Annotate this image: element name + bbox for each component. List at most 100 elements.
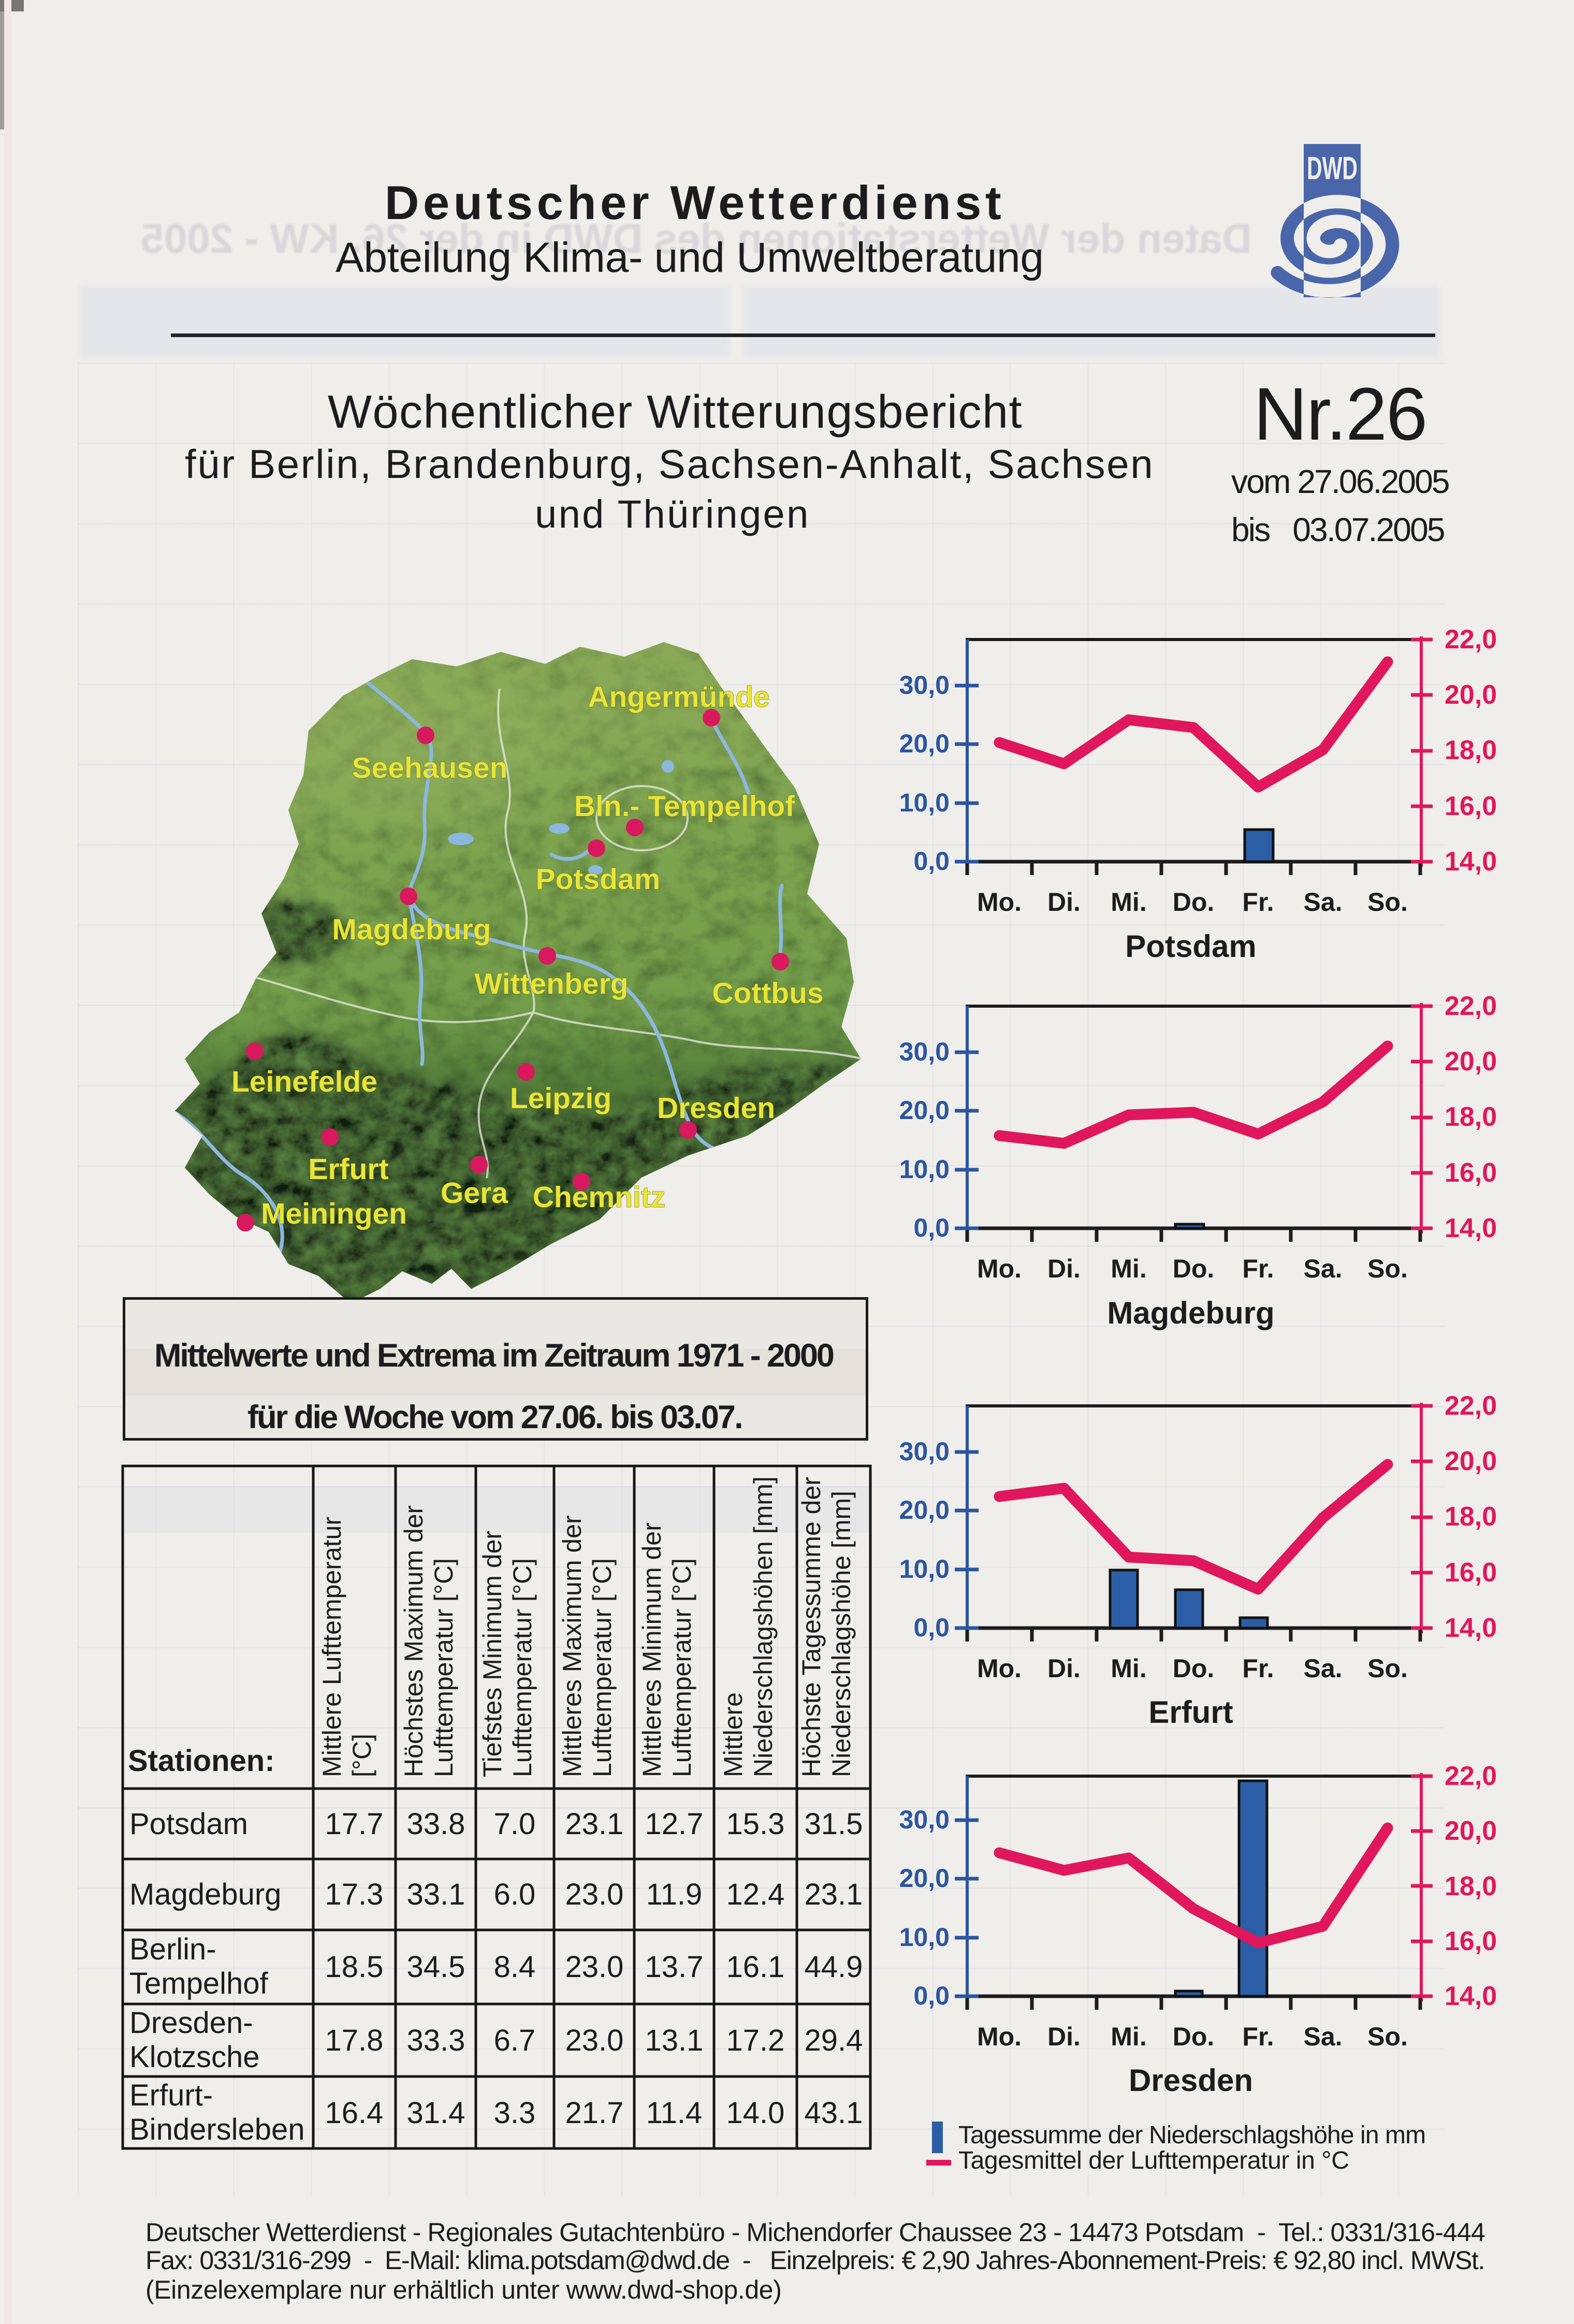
svg-text:30,0: 30,0 — [899, 671, 950, 700]
svg-text:Mi.: Mi. — [1111, 1254, 1146, 1283]
svg-text:Leipzig: Leipzig — [510, 1082, 611, 1115]
svg-text:11.9: 11.9 — [646, 1878, 703, 1911]
svg-text:Erfurt: Erfurt — [1148, 1695, 1233, 1730]
svg-text:Mittleres Maximum der: Mittleres Maximum der — [558, 1515, 587, 1777]
svg-text:23.1: 23.1 — [805, 1878, 863, 1911]
svg-text:Lufttemperatur [°C]: Lufttemperatur [°C] — [429, 1558, 458, 1777]
svg-text:0,0: 0,0 — [913, 1613, 950, 1642]
svg-text:14,0: 14,0 — [1445, 1213, 1497, 1243]
svg-text:Magdeburg: Magdeburg — [332, 913, 491, 946]
svg-text:16,0: 16,0 — [1445, 1158, 1497, 1188]
svg-text:18,0: 18,0 — [1445, 1871, 1497, 1901]
svg-text:Mi.: Mi. — [1111, 2022, 1146, 2051]
svg-text:22,0: 22,0 — [1445, 991, 1497, 1021]
svg-text:Erfurt-: Erfurt- — [129, 2079, 213, 2112]
svg-text:31.4: 31.4 — [407, 2096, 465, 2130]
svg-text:20,0: 20,0 — [1445, 1047, 1497, 1077]
svg-text:14,0: 14,0 — [1445, 847, 1497, 877]
svg-text:Höchstes Maximum der: Höchstes Maximum der — [399, 1505, 428, 1777]
svg-text:30,0: 30,0 — [899, 1437, 950, 1466]
svg-text:Fr.: Fr. — [1242, 888, 1274, 917]
svg-text:Tiefstes Minimum der: Tiefstes Minimum der — [478, 1531, 507, 1777]
svg-text:29.4: 29.4 — [805, 2024, 863, 2057]
svg-text:Chemnitz: Chemnitz — [533, 1181, 666, 1214]
svg-text:17.8: 17.8 — [325, 2024, 384, 2057]
svg-text:Potsdam: Potsdam — [129, 1807, 248, 1841]
svg-text:18,0: 18,0 — [1445, 1102, 1497, 1132]
svg-text:18,0: 18,0 — [1445, 735, 1497, 765]
svg-text:Magdeburg: Magdeburg — [129, 1878, 281, 1911]
svg-text:22,0: 22,0 — [1445, 624, 1497, 655]
svg-text:20,0: 20,0 — [899, 1495, 950, 1524]
svg-text:Fr.: Fr. — [1242, 1254, 1274, 1283]
svg-text:Leinefelde: Leinefelde — [231, 1065, 377, 1098]
svg-text:15.3: 15.3 — [726, 1807, 785, 1841]
svg-text:Potsdam: Potsdam — [536, 863, 661, 896]
svg-text:18.5: 18.5 — [325, 1950, 384, 1984]
svg-text:16.1: 16.1 — [726, 1950, 785, 1984]
svg-text:[°C]: [°C] — [347, 1734, 376, 1777]
svg-text:30,0: 30,0 — [899, 1037, 950, 1066]
svg-text:Di.: Di. — [1047, 888, 1081, 917]
svg-text:10,0: 10,0 — [899, 1155, 950, 1184]
svg-text:16.4: 16.4 — [325, 2096, 384, 2130]
svg-text:8.4: 8.4 — [494, 1950, 536, 1984]
svg-text:34.5: 34.5 — [407, 1950, 465, 1984]
svg-text:13.1: 13.1 — [645, 2024, 704, 2057]
svg-text:20,0: 20,0 — [899, 1864, 950, 1893]
svg-text:Potsdam: Potsdam — [1125, 929, 1256, 964]
svg-text:Lufttemperatur [°C]: Lufttemperatur [°C] — [667, 1558, 696, 1777]
svg-text:10,0: 10,0 — [899, 1555, 950, 1584]
svg-text:16,0: 16,0 — [1445, 1558, 1497, 1588]
svg-text:Sa.: Sa. — [1303, 888, 1342, 917]
svg-text:21.7: 21.7 — [565, 2096, 624, 2130]
svg-text:Mi.: Mi. — [1111, 888, 1146, 917]
svg-text:Niederschlagshöhen [mm]: Niederschlagshöhen [mm] — [749, 1476, 778, 1777]
svg-text:10,0: 10,0 — [899, 788, 950, 817]
svg-text:23.0: 23.0 — [565, 1878, 624, 1911]
svg-text:17.3: 17.3 — [325, 1878, 384, 1911]
svg-text:14,0: 14,0 — [1445, 1981, 1497, 2011]
svg-text:33.3: 33.3 — [407, 2024, 465, 2057]
svg-text:Bindersleben: Bindersleben — [129, 2113, 305, 2146]
svg-text:17.2: 17.2 — [726, 2024, 785, 2057]
svg-text:14,0: 14,0 — [1445, 1613, 1497, 1643]
svg-text:Di.: Di. — [1047, 1254, 1081, 1283]
svg-text:43.1: 43.1 — [805, 2096, 863, 2130]
svg-text:Niederschlagshöhe [mm]: Niederschlagshöhe [mm] — [827, 1491, 856, 1777]
svg-text:Di.: Di. — [1047, 2022, 1081, 2051]
svg-text:Mo.: Mo. — [977, 888, 1022, 917]
svg-text:Do.: Do. — [1173, 2022, 1215, 2051]
svg-text:33.1: 33.1 — [407, 1878, 465, 1911]
svg-text:16,0: 16,0 — [1445, 791, 1497, 821]
svg-text:23.1: 23.1 — [565, 1807, 624, 1841]
svg-text:22,0: 22,0 — [1445, 1761, 1497, 1791]
svg-text:Do.: Do. — [1173, 1254, 1215, 1283]
svg-text:Angermünde: Angermünde — [588, 680, 770, 714]
svg-text:20,0: 20,0 — [1445, 1446, 1497, 1476]
svg-text:Sa.: Sa. — [1303, 1654, 1342, 1683]
svg-text:20,0: 20,0 — [1445, 680, 1497, 710]
svg-text:Fr.: Fr. — [1242, 2022, 1274, 2051]
svg-text:Klotzsche: Klotzsche — [129, 2040, 259, 2074]
svg-text:So.: So. — [1367, 888, 1408, 917]
svg-text:44.9: 44.9 — [805, 1950, 863, 1984]
svg-text:DWD: DWD — [1307, 151, 1358, 186]
svg-text:Dresden: Dresden — [657, 1092, 775, 1125]
svg-text:Bln.- Tempelhof: Bln.- Tempelhof — [574, 790, 795, 823]
svg-text:Stationen:: Stationen: — [128, 1744, 275, 1778]
svg-text:Do.: Do. — [1173, 888, 1215, 917]
svg-text:Erfurt: Erfurt — [308, 1153, 388, 1186]
svg-text:11.4: 11.4 — [646, 2096, 703, 2130]
svg-text:Gera: Gera — [441, 1176, 508, 1210]
svg-text:Lufttemperatur [°C]: Lufttemperatur [°C] — [588, 1558, 617, 1777]
svg-text:20,0: 20,0 — [899, 729, 950, 758]
svg-text:0,0: 0,0 — [913, 1981, 950, 2010]
svg-text:Mo.: Mo. — [977, 1254, 1022, 1283]
svg-text:18,0: 18,0 — [1445, 1502, 1497, 1532]
svg-text:So.: So. — [1367, 2022, 1408, 2051]
svg-text:Berlin-: Berlin- — [129, 1933, 216, 1966]
svg-text:23.0: 23.0 — [565, 1950, 624, 1984]
svg-text:Mittleres Minimum der: Mittleres Minimum der — [637, 1522, 666, 1777]
svg-text:3.3: 3.3 — [494, 2096, 536, 2130]
